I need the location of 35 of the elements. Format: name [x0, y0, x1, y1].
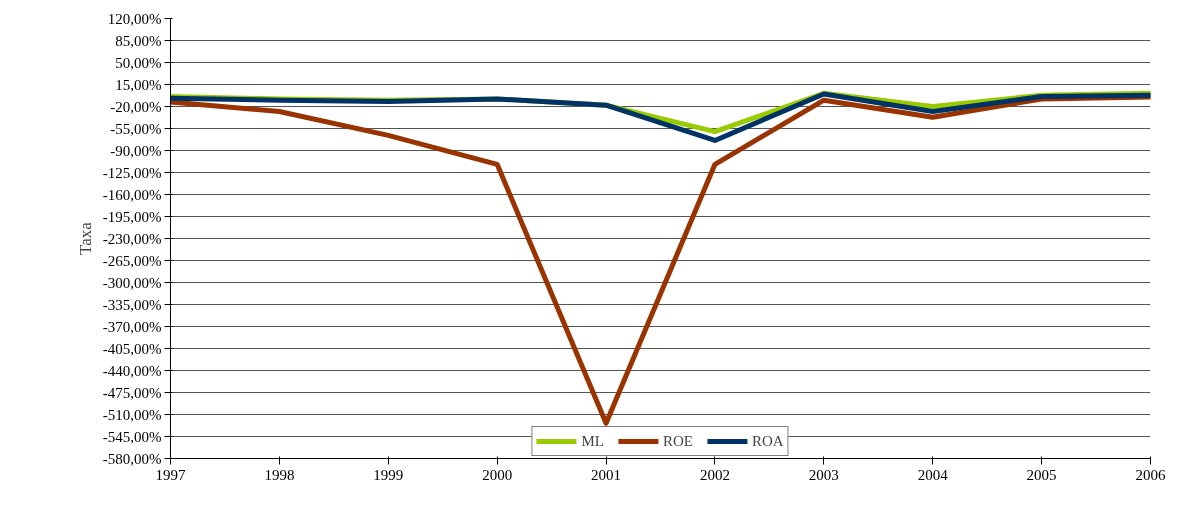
- y-tick-label: -160,00%: [102, 186, 162, 203]
- x-tick-label: 2004: [917, 466, 949, 483]
- y-tick-label: -545,00%: [102, 428, 162, 445]
- x-tick-label: 2000: [482, 466, 513, 483]
- x-tick-label: 2005: [1026, 466, 1057, 483]
- y-tick-label: 85,00%: [115, 32, 162, 49]
- y-tick-label: -370,00%: [102, 318, 162, 335]
- x-tick-label: 1998: [264, 466, 295, 483]
- legend-label: ML: [581, 432, 604, 450]
- y-tick-label: -405,00%: [102, 340, 162, 357]
- x-tick-label: 2006: [1135, 466, 1166, 483]
- y-tick-label: -20,00%: [110, 98, 162, 115]
- x-tick-label: 1997: [155, 466, 186, 483]
- y-tick-label: -230,00%: [102, 230, 162, 247]
- y-tick-label: -265,00%: [102, 252, 162, 269]
- x-tick-label: 2001: [591, 466, 622, 483]
- y-tick-label: -125,00%: [102, 164, 162, 181]
- y-tick-label: -90,00%: [110, 142, 162, 159]
- y-tick-label: -580,00%: [102, 450, 162, 467]
- y-tick-label: -195,00%: [102, 208, 162, 225]
- x-tick-label: 1999: [373, 466, 404, 483]
- y-tick-label: -510,00%: [102, 406, 162, 423]
- y-tick-label: -300,00%: [102, 274, 162, 291]
- x-tick-label: 2002: [699, 466, 730, 483]
- legend-label: ROA: [751, 432, 784, 450]
- x-tick-label: 2003: [808, 466, 839, 483]
- y-tick-label: -475,00%: [102, 384, 162, 401]
- y-tick-label: -335,00%: [102, 296, 162, 313]
- y-tick-label: 50,00%: [115, 54, 162, 71]
- y-tick-label: 120,00%: [107, 10, 162, 27]
- y-tick-label: -55,00%: [110, 120, 162, 137]
- y-tick-label: -440,00%: [102, 362, 162, 379]
- y-axis-title: Taxa: [75, 221, 95, 255]
- legend-label: ROE: [662, 432, 693, 450]
- y-tick-label: 15,00%: [115, 76, 162, 93]
